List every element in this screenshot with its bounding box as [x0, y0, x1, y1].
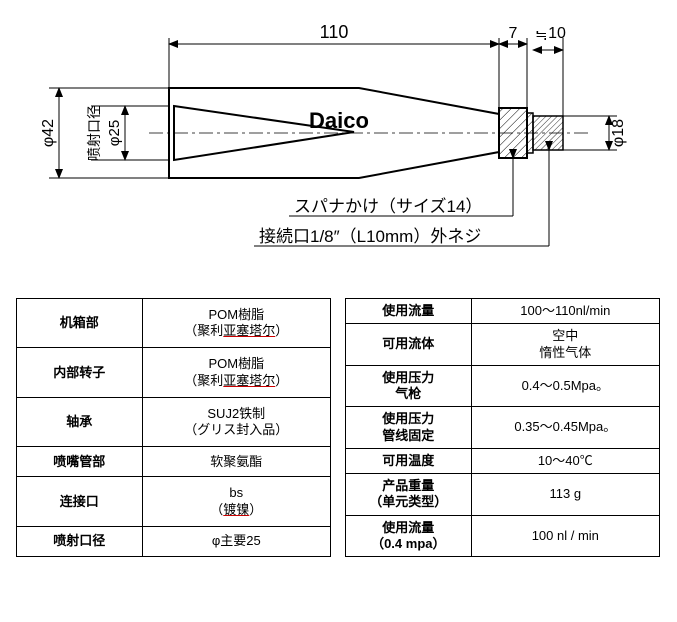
row-value: 100～110nl/min [471, 299, 659, 324]
table-row: 喷嘴管部软聚氨酯 [17, 447, 331, 477]
row-value: 软聚氨酯 [142, 447, 330, 477]
row-label: 使用压力管线固定 [346, 407, 472, 449]
row-label: 使用流量 [346, 299, 472, 324]
annotation-thread: 接続口1/8″（L10mm）外ネジ [259, 227, 481, 246]
materials-table: 机箱部POM樹脂（聚利亚塞塔尔）内部转子POM樹脂（聚利亚塞塔尔）轴承SUJ2铁… [16, 298, 331, 557]
row-label: 连接口 [17, 477, 143, 526]
technical-diagram: 110 7 ≒ 10 φ42 φ25 喷射口径 φ18 Daico スパナかけ（… [9, 8, 669, 288]
table-row: 使用流量（0.4 mpa）100 nl / min [346, 515, 660, 557]
dim-10: 10 [548, 25, 566, 42]
dim-110: 110 [319, 22, 348, 42]
row-label: 喷射口径 [17, 526, 143, 556]
row-value: bs（镀镍） [142, 477, 330, 526]
table-row: 内部转子POM樹脂（聚利亚塞塔尔） [17, 348, 331, 397]
dim-phi42: φ42 [40, 119, 57, 147]
table-row: 使用流量100～110nl/min [346, 299, 660, 324]
row-value: POM樹脂（聚利亚塞塔尔） [142, 348, 330, 397]
row-label: 机箱部 [17, 299, 143, 348]
row-value: φ主要25 [142, 526, 330, 556]
table-row: 可用流体空中惰性气体 [346, 324, 660, 366]
brand-logo: Daico [309, 108, 369, 133]
table-row: 喷射口径φ主要25 [17, 526, 331, 556]
diagram-svg: 110 7 ≒ 10 φ42 φ25 喷射口径 φ18 Daico スパナかけ（… [9, 8, 669, 288]
table-row: 使用压力管线固定0.35～0.45Mpa。 [346, 407, 660, 449]
row-value: POM樹脂（聚利亚塞塔尔） [142, 299, 330, 348]
row-value: 0.4～0.5Mpa。 [471, 365, 659, 407]
row-value: SUJ2铁制（グリス封入品） [142, 397, 330, 446]
row-label: 轴承 [17, 397, 143, 446]
table-row: 产品重量（单元类型）113 g [346, 474, 660, 516]
performance-tbody: 使用流量100～110nl/min可用流体空中惰性气体使用压力气枪0.4～0.5… [346, 299, 660, 557]
table-row: 连接口bs（镀镍） [17, 477, 331, 526]
row-label: 内部转子 [17, 348, 143, 397]
row-label: 使用流量（0.4 mpa） [346, 515, 472, 557]
materials-tbody: 机箱部POM樹脂（聚利亚塞塔尔）内部转子POM樹脂（聚利亚塞塔尔）轴承SUJ2铁… [17, 299, 331, 557]
row-label: 喷嘴管部 [17, 447, 143, 477]
performance-table: 使用流量100～110nl/min可用流体空中惰性气体使用压力气枪0.4～0.5… [345, 298, 660, 557]
row-label: 产品重量（单元类型） [346, 474, 472, 516]
row-label: 使用压力气枪 [346, 365, 472, 407]
spec-tables: 机箱部POM樹脂（聚利亚塞塔尔）内部转子POM樹脂（聚利亚塞塔尔）轴承SUJ2铁… [8, 298, 669, 557]
row-value: 空中惰性气体 [471, 324, 659, 366]
row-value: 0.35～0.45Mpa。 [471, 407, 659, 449]
table-row: 可用温度10～40℃ [346, 448, 660, 473]
row-value: 10～40℃ [471, 448, 659, 473]
row-label: 可用温度 [346, 448, 472, 473]
row-value: 113 g [471, 474, 659, 516]
dim-phi25-label: 喷射口径 [86, 105, 102, 161]
annotation-spanner: スパナかけ（サイズ14） [294, 197, 482, 216]
row-value: 100 nl / min [471, 515, 659, 557]
row-label: 可用流体 [346, 324, 472, 366]
table-row: 轴承SUJ2铁制（グリス封入品） [17, 397, 331, 446]
approx-symbol: ≒ [535, 27, 548, 44]
table-row: 使用压力气枪0.4～0.5Mpa。 [346, 365, 660, 407]
dim-phi25: φ25 [106, 120, 123, 146]
dim-7: 7 [508, 25, 517, 42]
table-row: 机箱部POM樹脂（聚利亚塞塔尔） [17, 299, 331, 348]
dim-phi18: φ18 [610, 119, 627, 147]
